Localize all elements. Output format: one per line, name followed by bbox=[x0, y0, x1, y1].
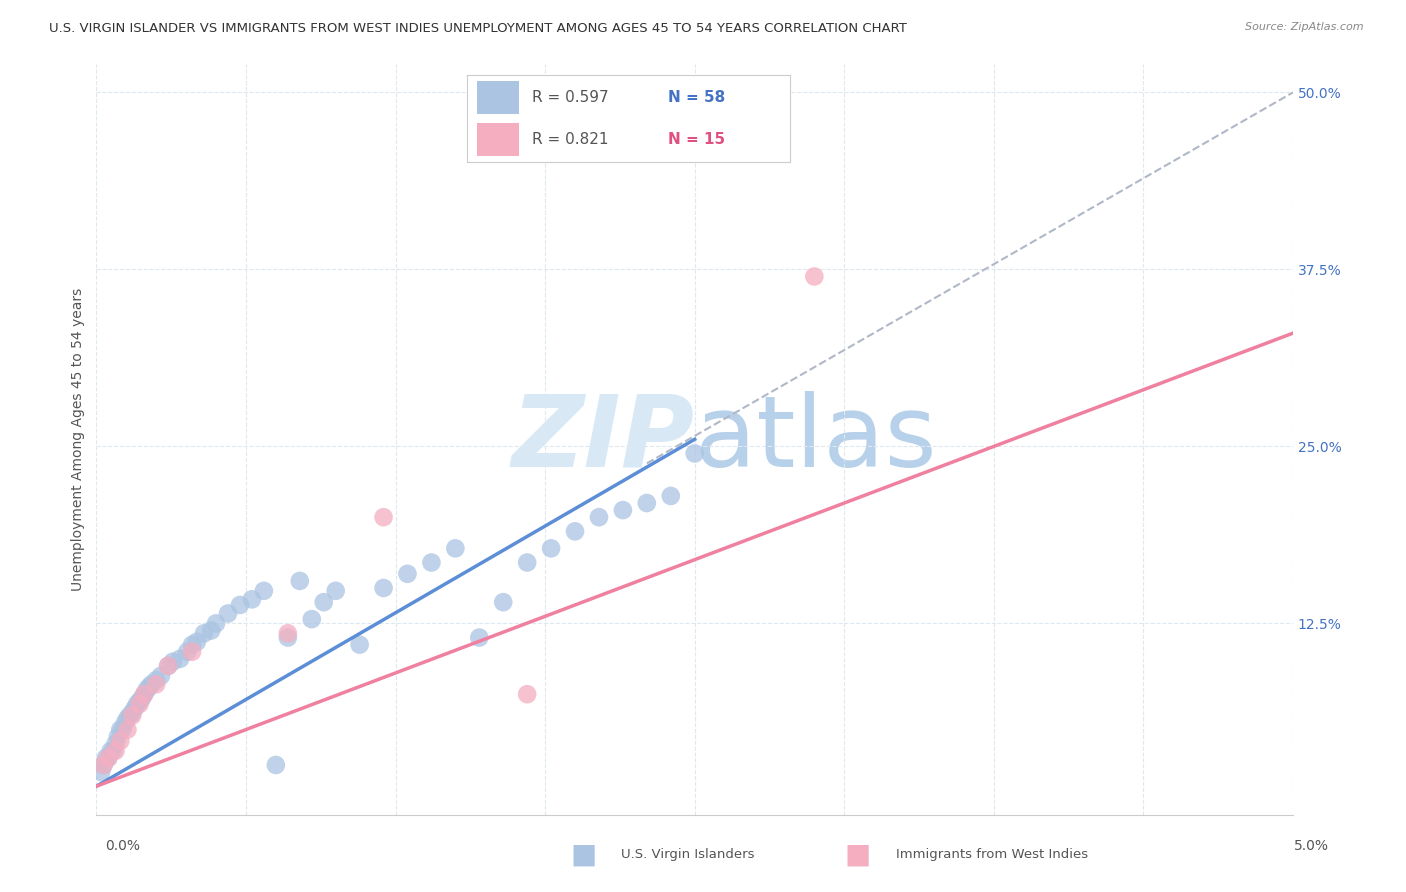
Point bbox=[564, 524, 586, 539]
Point bbox=[205, 616, 228, 631]
Point bbox=[373, 581, 395, 595]
Point bbox=[94, 751, 117, 765]
Point bbox=[100, 744, 122, 758]
Point bbox=[118, 708, 141, 723]
Point bbox=[117, 723, 139, 737]
Text: 0.0%: 0.0% bbox=[105, 838, 141, 853]
Point bbox=[516, 687, 538, 701]
Point bbox=[90, 765, 112, 780]
Point bbox=[97, 751, 120, 765]
Point bbox=[492, 595, 515, 609]
Text: Immigrants from West Indies: Immigrants from West Indies bbox=[896, 848, 1088, 861]
Point bbox=[110, 723, 132, 737]
Point bbox=[200, 624, 222, 638]
Point bbox=[264, 758, 287, 772]
Point bbox=[540, 541, 562, 556]
Point bbox=[516, 556, 538, 570]
Point bbox=[288, 574, 311, 588]
Point bbox=[181, 645, 204, 659]
Point bbox=[93, 758, 115, 772]
Point bbox=[277, 626, 299, 640]
Point bbox=[117, 711, 139, 725]
Point bbox=[420, 556, 443, 570]
Point bbox=[157, 658, 180, 673]
Point bbox=[124, 701, 146, 715]
Point bbox=[93, 758, 115, 772]
Point bbox=[803, 269, 825, 284]
Point bbox=[134, 687, 156, 701]
Point bbox=[135, 682, 157, 697]
Point bbox=[128, 697, 150, 711]
Text: atlas: atlas bbox=[695, 391, 936, 488]
Point bbox=[149, 669, 172, 683]
Text: Source: ZipAtlas.com: Source: ZipAtlas.com bbox=[1246, 22, 1364, 32]
Text: U.S. Virgin Islanders: U.S. Virgin Islanders bbox=[621, 848, 755, 861]
Point bbox=[325, 583, 347, 598]
Point bbox=[121, 708, 143, 723]
Point bbox=[186, 635, 208, 649]
Point bbox=[128, 694, 150, 708]
Point bbox=[121, 706, 143, 720]
Point bbox=[396, 566, 419, 581]
Point bbox=[101, 744, 124, 758]
Point bbox=[114, 715, 136, 730]
Point bbox=[145, 677, 167, 691]
Point bbox=[373, 510, 395, 524]
Point bbox=[612, 503, 634, 517]
Point bbox=[169, 652, 191, 666]
Point bbox=[104, 737, 127, 751]
Point bbox=[253, 583, 276, 598]
Point bbox=[104, 744, 127, 758]
Point bbox=[312, 595, 335, 609]
Point bbox=[157, 658, 180, 673]
Point bbox=[193, 626, 215, 640]
Point bbox=[141, 677, 163, 691]
Text: ■: ■ bbox=[845, 840, 870, 869]
Point bbox=[145, 673, 167, 687]
Point bbox=[162, 655, 184, 669]
Text: ZIP: ZIP bbox=[512, 391, 695, 488]
Point bbox=[131, 691, 153, 706]
Point bbox=[588, 510, 610, 524]
Text: U.S. VIRGIN ISLANDER VS IMMIGRANTS FROM WEST INDIES UNEMPLOYMENT AMONG AGES 45 T: U.S. VIRGIN ISLANDER VS IMMIGRANTS FROM … bbox=[49, 22, 907, 36]
Point bbox=[217, 607, 239, 621]
Point bbox=[176, 645, 198, 659]
Point bbox=[229, 598, 252, 612]
Point bbox=[97, 751, 120, 765]
Point bbox=[134, 687, 156, 701]
Point bbox=[138, 680, 160, 694]
Point bbox=[110, 734, 132, 748]
Point bbox=[107, 730, 129, 744]
Y-axis label: Unemployment Among Ages 45 to 54 years: Unemployment Among Ages 45 to 54 years bbox=[72, 288, 86, 591]
Point bbox=[125, 697, 148, 711]
Text: 5.0%: 5.0% bbox=[1294, 838, 1329, 853]
Point bbox=[181, 638, 204, 652]
Text: ■: ■ bbox=[571, 840, 596, 869]
Point bbox=[444, 541, 467, 556]
Point bbox=[683, 446, 706, 460]
Point bbox=[468, 631, 491, 645]
Point bbox=[111, 723, 134, 737]
Point bbox=[636, 496, 658, 510]
Point bbox=[349, 638, 371, 652]
Point bbox=[301, 612, 323, 626]
Point bbox=[659, 489, 682, 503]
Point bbox=[277, 631, 299, 645]
Point bbox=[240, 592, 263, 607]
